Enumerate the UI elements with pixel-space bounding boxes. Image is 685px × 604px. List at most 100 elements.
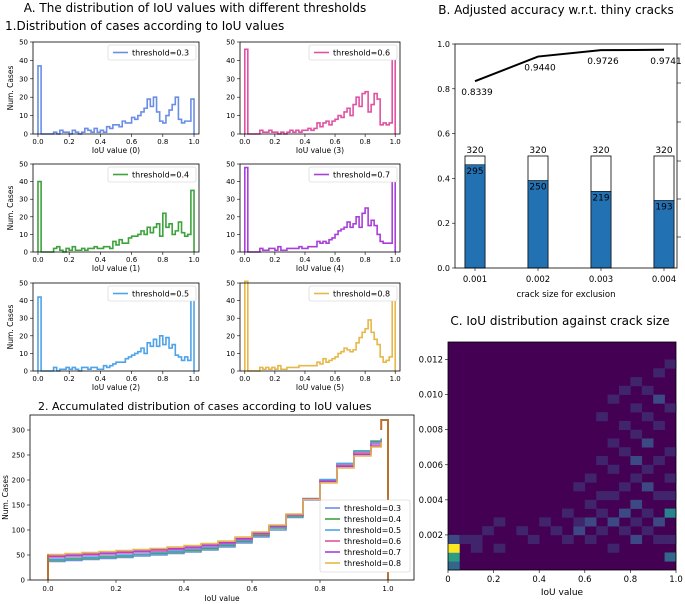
y-tick-label: 30 bbox=[19, 75, 28, 83]
x-tick-label: 0.6 bbox=[578, 575, 592, 585]
y-axis-label: Num. Cases bbox=[1, 475, 10, 520]
heatmap-cell bbox=[641, 482, 654, 492]
heatmap-cell bbox=[550, 526, 563, 536]
legend-label: threshold=0.6 bbox=[344, 537, 401, 546]
hist-panel-2: 0 10 20 30 40 50 0.0 0.2 0.4 0.6 0.8 1.0 IoU value (… bbox=[6, 161, 200, 274]
y-tick-label: 0.004 bbox=[419, 496, 443, 506]
x-tick-label: 0.0 bbox=[239, 138, 250, 146]
heatmap-cell bbox=[448, 561, 460, 571]
heatmap-cell bbox=[641, 526, 654, 536]
legend-label: threshold=0.5 bbox=[132, 290, 189, 299]
y-tick-label: 0.6 bbox=[437, 130, 450, 139]
correct-bar bbox=[464, 164, 486, 269]
legend-box bbox=[107, 166, 197, 183]
y-tick-label: 40 bbox=[19, 57, 28, 65]
legend-label: threshold=0.7 bbox=[344, 548, 401, 557]
y-tick-label: 0 bbox=[231, 131, 235, 139]
x-axis-label: IoU value (0) bbox=[92, 146, 140, 155]
y-tick-label: 50 bbox=[19, 39, 28, 47]
heatmap-cell bbox=[527, 534, 540, 544]
x-tick-label: 0.4 bbox=[299, 256, 311, 264]
x-axis-label: IoU value (5) bbox=[296, 383, 344, 392]
x-tick-label: 0.8 bbox=[157, 375, 168, 383]
x-axis-label: IoU value (1) bbox=[92, 264, 140, 273]
accuracy-label: 0.9726 bbox=[587, 57, 619, 67]
y-tick-label: 20 bbox=[226, 213, 235, 221]
x-tick-label: 0.6 bbox=[126, 375, 138, 383]
legend-label: threshold=0.3 bbox=[132, 49, 189, 58]
heatmap-cell bbox=[630, 534, 643, 544]
y-tick-label: 10 bbox=[19, 112, 28, 120]
plot-frame bbox=[32, 282, 200, 372]
heatmap-cell bbox=[596, 508, 608, 518]
y-tick-label: 0.006 bbox=[419, 461, 443, 471]
heatmap-cell bbox=[448, 534, 460, 544]
x-tick-label: 1.0 bbox=[669, 575, 683, 585]
x-tick-label: 0.4 bbox=[299, 138, 311, 146]
x-tick-label: 0.2 bbox=[269, 375, 280, 383]
x-axis-label: IoU value (4) bbox=[296, 264, 344, 273]
heatmap-cell bbox=[573, 526, 586, 536]
y-tick-label: 20 bbox=[19, 332, 28, 340]
x-tick-label: 0.8 bbox=[624, 575, 638, 585]
y-tick-label: 50 bbox=[16, 552, 25, 560]
y-tick-label: 50 bbox=[226, 161, 235, 169]
plot-frame bbox=[239, 41, 401, 135]
heatmap-cell bbox=[596, 491, 608, 501]
y-tick-label: 0 bbox=[24, 368, 28, 376]
y-tick-label: 10 bbox=[226, 112, 235, 120]
x-tick-label: 0.0 bbox=[239, 375, 250, 383]
legend-label: threshold=0.5 bbox=[344, 526, 401, 535]
x-tick-label: 1.0 bbox=[188, 138, 199, 146]
heatmap-cell bbox=[459, 534, 472, 544]
y-tick-label: 10 bbox=[19, 350, 28, 358]
plot-frame bbox=[454, 43, 678, 269]
legend-label: threshold=0.4 bbox=[344, 515, 401, 524]
x-tick-label: 0.2 bbox=[64, 256, 75, 264]
x-tick-label: 0.2 bbox=[64, 138, 75, 146]
x-axis-label: IoU value bbox=[541, 588, 584, 598]
x-tick-label: 0.2 bbox=[269, 138, 280, 146]
y-tick-label: 0.2 bbox=[437, 219, 450, 228]
histogram-grid: 0 10 20 30 40 50 0.0 0.2 0.4 0.6 0.8 1.0 IoU value (… bbox=[6, 39, 401, 393]
plot-frame bbox=[447, 341, 677, 571]
heatmap-cell bbox=[653, 456, 665, 466]
heatmap-cell bbox=[584, 534, 597, 544]
x-tick-label: 0.003 bbox=[589, 275, 613, 285]
y-tick-label: 0.012 bbox=[419, 356, 443, 366]
heatmap-cell bbox=[630, 456, 643, 466]
x-tick-label: 0.4 bbox=[95, 375, 107, 383]
y-tick-label: 40 bbox=[19, 178, 28, 186]
y-tick-label: 200 bbox=[12, 477, 25, 485]
y-tick-label: 0 bbox=[24, 131, 28, 139]
x-tick-label: 0.8 bbox=[157, 256, 168, 264]
x-tick-label: 0.6 bbox=[329, 138, 341, 146]
y-tick-label: 0 bbox=[24, 249, 28, 257]
heatmap-cell bbox=[619, 385, 631, 395]
y-tick-label: 40 bbox=[226, 297, 235, 305]
plot-frame bbox=[239, 163, 401, 253]
heatmap-cell bbox=[573, 517, 586, 527]
x-tick-label: 0.6 bbox=[329, 375, 341, 383]
heatmap-cell bbox=[630, 429, 643, 439]
x-tick-label: 0 bbox=[445, 575, 450, 585]
heatmap-cell bbox=[630, 517, 643, 527]
heatmap-cell bbox=[516, 526, 529, 536]
hist-panel-1: 0 10 20 30 40 50 0.0 0.2 0.4 0.6 0.8 1.0 IoU value (… bbox=[226, 39, 401, 156]
x-tick-label: 0.8 bbox=[314, 585, 325, 593]
plot-frame bbox=[29, 414, 415, 581]
heatmap-cell bbox=[619, 447, 631, 457]
x-tick-label: 0.8 bbox=[360, 138, 371, 146]
cumulative-series bbox=[47, 442, 382, 580]
legend-box bbox=[107, 285, 197, 302]
x-tick-label: 0.2 bbox=[487, 575, 501, 585]
legend-label: threshold=0.6 bbox=[333, 49, 390, 58]
heatmap-cell bbox=[596, 456, 608, 466]
heatmap-cell bbox=[630, 377, 643, 387]
x-tick-label: 0.2 bbox=[269, 256, 280, 264]
heatmap-cell bbox=[641, 438, 654, 448]
heatmap-chart: 0 0.2 0.4 0.6 0.8 1.0 0.002 0.004 0.006 0.008 0.01… bbox=[419, 341, 683, 598]
y-tick-label: 40 bbox=[19, 297, 28, 305]
hist-panel-3: 0 10 20 30 40 50 0.0 0.2 0.4 0.6 0.8 1.0 IoU value (… bbox=[226, 161, 401, 274]
x-tick-label: 0.0 bbox=[32, 375, 43, 383]
